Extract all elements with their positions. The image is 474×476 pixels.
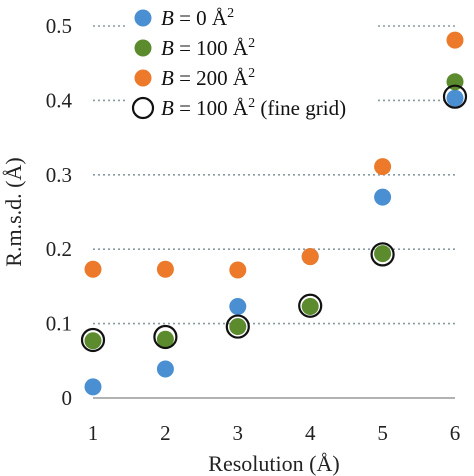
y-tick-labels: 0 0.1 0.2 0.3 0.4 0.5 (46, 14, 73, 410)
legend-label: B = 200 Å2 (161, 66, 255, 90)
series-0 (84, 89, 464, 396)
legend-marker (134, 39, 152, 57)
data-point (80, 327, 106, 353)
data-point (156, 360, 174, 378)
legend-marker (134, 69, 152, 87)
data-point (84, 378, 102, 396)
x-axis-title: Resolution (Å) (208, 451, 339, 476)
legend-item: B = 100 Å2 (fine grid) (131, 96, 346, 120)
data-point (229, 297, 247, 315)
legend-item: B = 0 Å2 (134, 6, 234, 30)
x-tick-label: 3 (233, 421, 244, 445)
legend-label: B = 0 Å2 (161, 6, 234, 30)
data-point (298, 293, 323, 318)
y-tick-label: 0 (62, 386, 73, 410)
data-point (442, 84, 468, 109)
data-point (446, 31, 464, 49)
data-point (229, 318, 247, 336)
legend-marker (131, 96, 155, 120)
data-point (225, 314, 250, 339)
legend-label: B = 100 Å2 (161, 36, 255, 60)
data-point (156, 260, 174, 278)
y-tick-label: 0.5 (46, 14, 72, 38)
data-point (370, 242, 395, 267)
data-point (374, 158, 392, 176)
data-points (80, 31, 468, 396)
legend-marker (134, 9, 152, 27)
data-point (374, 188, 392, 206)
x-tick-labels: 1 2 3 4 5 6 (88, 421, 461, 445)
legend-item: B = 100 Å2 (134, 36, 255, 60)
data-point (156, 330, 174, 348)
series-1 (84, 73, 464, 350)
legend-item: B = 200 Å2 (134, 66, 255, 90)
x-tick-label: 2 (160, 421, 171, 445)
data-point (229, 261, 247, 279)
y-tick-label: 0.2 (46, 237, 72, 261)
x-tick-label: 5 (377, 421, 388, 445)
data-point (301, 248, 319, 266)
y-tick-label: 0.1 (46, 312, 72, 336)
y-tick-label: 0.4 (46, 88, 73, 112)
x-tick-label: 4 (305, 421, 316, 445)
legend-label: B = 100 Å2 (fine grid) (161, 96, 346, 120)
series-2 (84, 31, 464, 279)
data-point (301, 297, 319, 315)
x-tick-label: 6 (450, 421, 461, 445)
data-point (84, 332, 102, 350)
legend-background (128, 4, 378, 130)
legend: B = 0 Å2 B = 100 Å2 B = 200 Å2 B = 100 Å2 (… (128, 4, 378, 130)
x-tick-label: 1 (88, 421, 99, 445)
data-point (153, 324, 178, 350)
data-point (374, 245, 392, 263)
data-point (84, 260, 102, 278)
y-tick-label: 0.3 (46, 163, 72, 187)
series-3 (80, 84, 468, 353)
data-point (446, 89, 464, 107)
y-axis-title: R.m.s.d. (Å) (1, 157, 26, 266)
